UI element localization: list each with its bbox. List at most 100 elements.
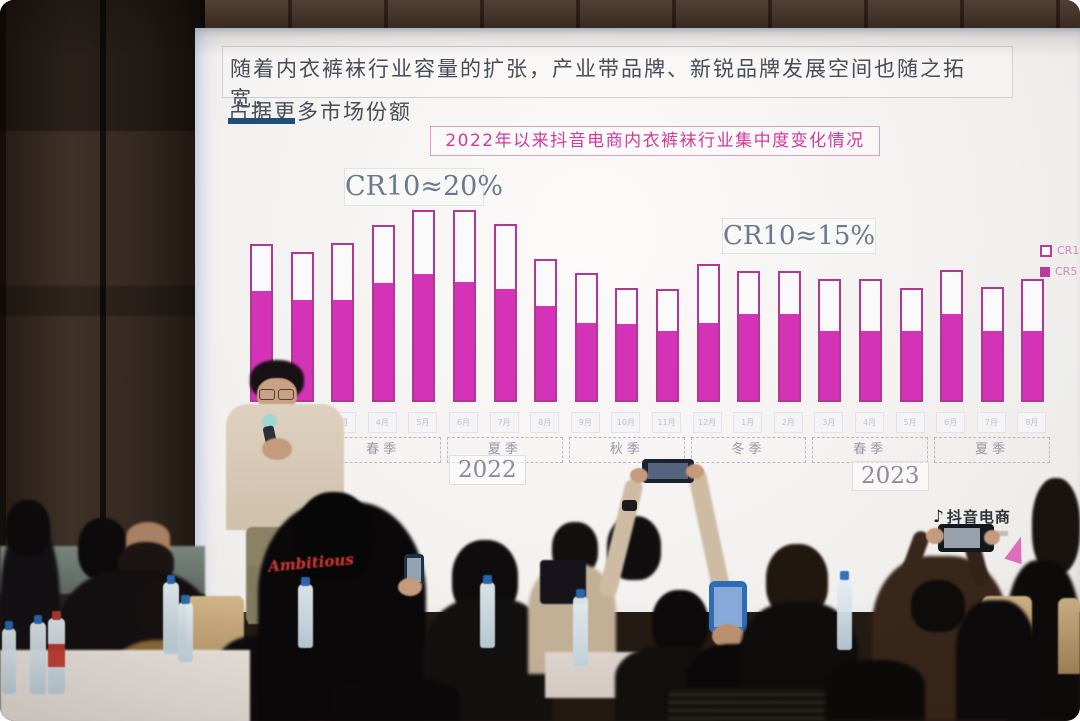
bar-cr5	[779, 313, 799, 400]
water-bottle	[480, 575, 495, 648]
water-bottle-red-label	[48, 611, 65, 694]
month-label: 6月	[449, 412, 478, 433]
phone-screen	[648, 463, 688, 479]
bar-cr5	[1023, 330, 1043, 400]
speaker-glasses	[259, 389, 275, 400]
bar-cr10	[980, 287, 1004, 402]
bar-cr10	[696, 263, 720, 402]
month-label: 7月	[489, 412, 519, 433]
water-bottle	[163, 575, 179, 654]
water-bottle	[178, 595, 193, 662]
month-label: 1月	[733, 412, 763, 433]
bar-cr10	[737, 271, 761, 402]
headline-box	[222, 46, 1013, 98]
bar-cr10	[615, 288, 639, 402]
audience-hand	[686, 464, 704, 479]
season-group-label: 秋季	[568, 437, 685, 463]
month-label: 8月	[1017, 412, 1047, 433]
speaker-glasses-right	[278, 389, 294, 400]
season-group-label: 春季	[812, 437, 929, 463]
bar-cr5	[373, 282, 393, 400]
chart-title: 2022年以来抖音电商内衣裤袜行业集中度变化情况	[430, 126, 880, 156]
bar-cr10	[818, 278, 842, 402]
season-group-label: 夏季	[934, 437, 1050, 463]
chart-legend: CR10 CR5	[1040, 244, 1080, 286]
phone-screen	[407, 558, 421, 582]
legend-label: CR5	[1055, 265, 1078, 278]
bar-cr5	[820, 330, 840, 400]
audience-hand	[926, 528, 944, 544]
logo-text: 抖音电商	[946, 508, 1011, 526]
audience-hand	[984, 530, 1000, 545]
headline-line1: 随着内衣裤袜行业容量的扩张，产业带品牌、新锐品牌发展空间也随之拓宽，	[230, 57, 966, 111]
year-label-2022: 2022	[449, 455, 526, 485]
bar-cr5	[942, 313, 962, 400]
bar-cr5	[698, 323, 718, 400]
water-bottle	[837, 571, 852, 650]
water-bottle	[573, 589, 588, 666]
douyin-ecommerce-logo: ♪ 抖音电商	[933, 506, 1011, 527]
month-label: 2月	[773, 412, 803, 433]
audience-member	[652, 590, 708, 656]
speaker-hands	[262, 438, 292, 460]
annotation-cr10-20: CR10≈20%	[344, 168, 503, 206]
annotation-cr10-15: CR10≈15%	[722, 218, 876, 254]
bar-cr5	[576, 323, 596, 400]
season-group-label: 冬季	[690, 437, 807, 463]
water-bottle	[298, 577, 313, 648]
bar-cr10	[656, 289, 679, 402]
audience-hand	[398, 578, 422, 596]
month-label: 3月	[814, 412, 844, 433]
phone-screen	[714, 587, 742, 627]
bar-cr10	[331, 243, 355, 402]
bar-cr5	[495, 289, 515, 400]
bar-cr10	[899, 288, 923, 402]
audience-hand	[630, 468, 648, 483]
month-label: 12月	[692, 412, 722, 433]
douyin-note-icon: ♪	[933, 506, 944, 527]
month-label: 6月	[936, 412, 966, 433]
bar-cr5	[982, 330, 1002, 400]
month-label: 10月	[611, 412, 641, 433]
legend-swatch	[1040, 266, 1050, 277]
audience-member	[6, 500, 50, 556]
bar-cr5	[617, 323, 637, 400]
month-label: 7月	[976, 412, 1006, 433]
headline-underline	[228, 118, 295, 124]
legend-swatch	[1040, 244, 1052, 257]
bar-cr10	[574, 273, 598, 402]
bar-cr5	[901, 330, 921, 400]
water-bottle	[2, 621, 16, 694]
bar-cr10	[412, 210, 436, 402]
bar-cr10	[859, 278, 882, 402]
month-label: 5月	[408, 412, 438, 433]
legend-item-cr5: CR5	[1040, 265, 1080, 278]
month-label: 5月	[895, 412, 925, 433]
bar-cr10	[940, 270, 964, 402]
bar-cr10	[534, 259, 558, 402]
microphone-windscreen	[262, 414, 277, 429]
legend-item-cr10: CR10	[1040, 244, 1080, 257]
wristwatch	[622, 500, 637, 511]
year-label-2023: 2023	[852, 461, 929, 491]
bar-cr5	[455, 281, 474, 400]
audience-member	[1032, 478, 1080, 574]
bar-cr5	[536, 306, 556, 400]
bar-cr10	[371, 225, 395, 402]
audience-member	[296, 492, 372, 580]
bar-cr5	[414, 274, 434, 400]
legend-label: CR10	[1057, 244, 1080, 257]
audience-member	[956, 600, 1036, 721]
month-label: 11月	[652, 412, 681, 433]
bar-cr10	[493, 224, 517, 402]
audience-member	[911, 580, 965, 632]
bar-cr5	[658, 330, 677, 400]
audience-member	[825, 660, 925, 721]
bar-cr5	[739, 313, 759, 400]
bar-cr5	[333, 299, 353, 400]
bar-cr5	[861, 330, 880, 400]
bar-cr10	[453, 210, 476, 402]
month-label: 4月	[367, 412, 397, 433]
water-bottle	[30, 615, 46, 694]
